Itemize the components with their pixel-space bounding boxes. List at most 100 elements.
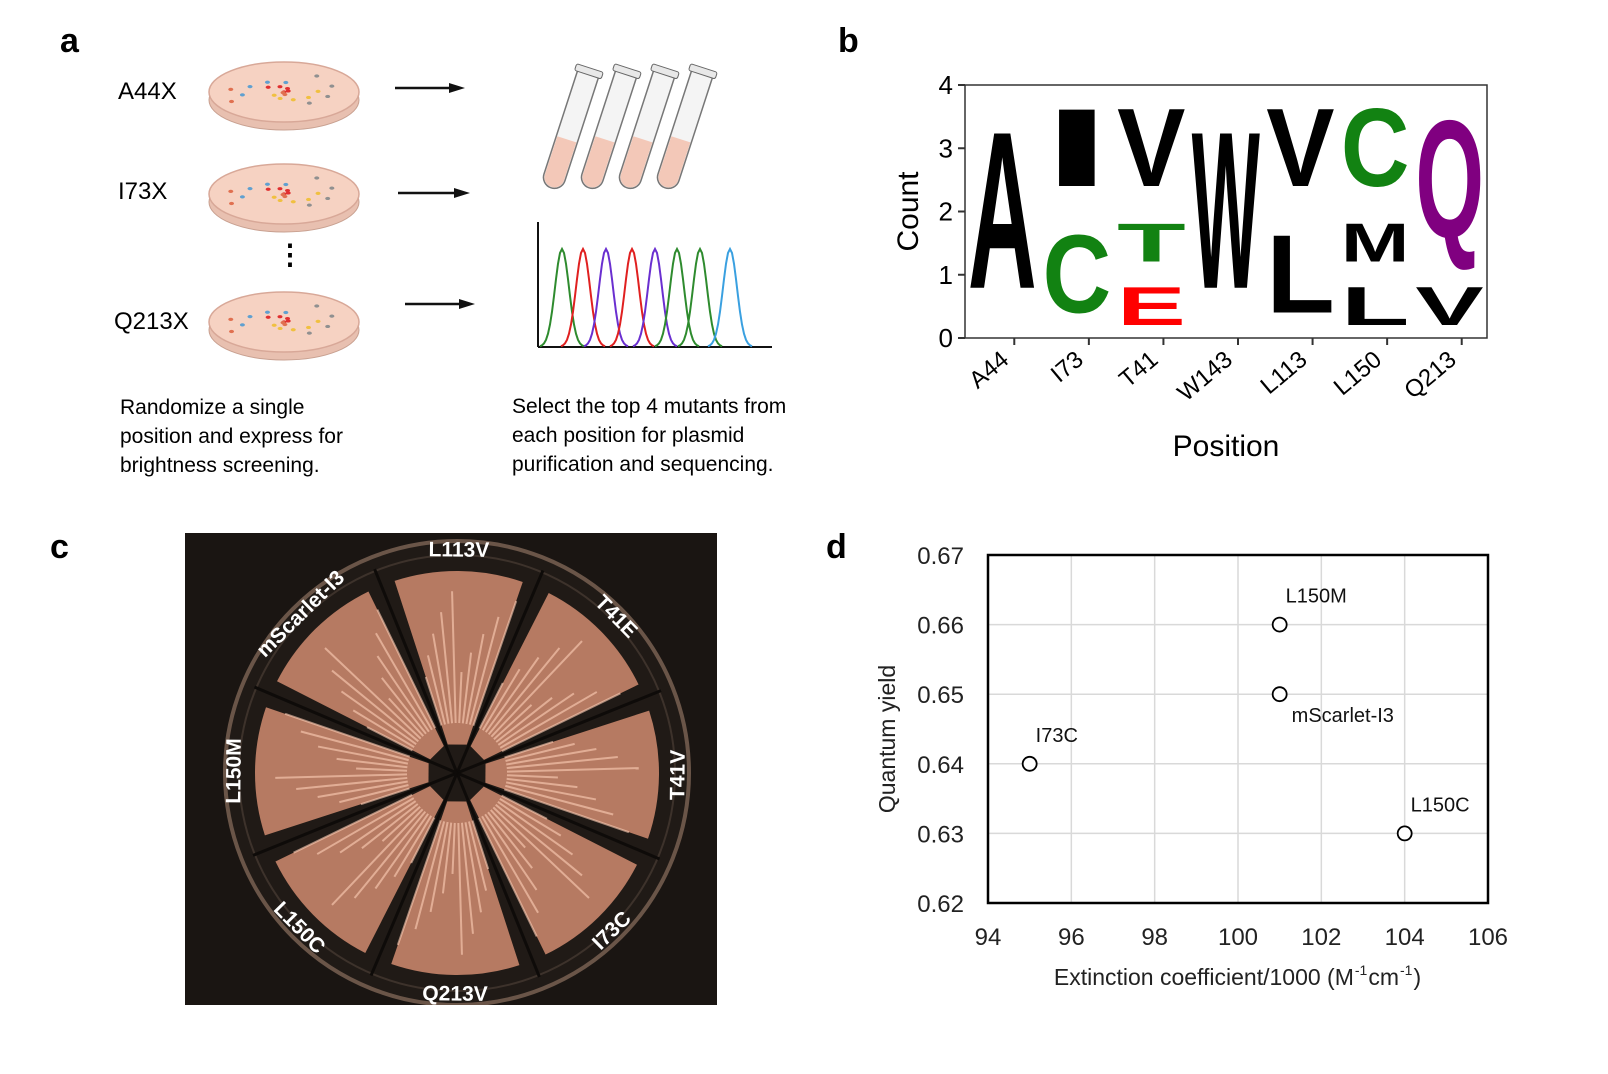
x-axis-title-superscript: -1 (1355, 962, 1368, 978)
colony (239, 93, 245, 97)
panel-label-d: d (826, 528, 847, 566)
colony (290, 328, 296, 332)
x-tick-label: Q213 (1399, 346, 1461, 404)
colony (277, 198, 283, 203)
streak-line (317, 745, 409, 765)
streak-line (487, 811, 533, 869)
streak-line (495, 803, 583, 877)
colony-streak (275, 786, 444, 953)
colony (277, 96, 283, 101)
colony (271, 195, 277, 199)
y-tick-label: 0.65 (917, 682, 964, 709)
chromatogram-peak (560, 246, 606, 348)
streak-line (492, 806, 590, 899)
streak-line (331, 669, 419, 743)
colony (283, 182, 289, 187)
streak-line (506, 777, 578, 789)
colony (264, 182, 270, 186)
streak-line (353, 811, 427, 899)
sector-divider (252, 771, 458, 857)
colony (285, 316, 291, 321)
x-tick-label: 98 (1141, 924, 1168, 951)
streak-line (361, 803, 419, 849)
caption-left-line: position and express for (120, 425, 343, 448)
logo-letter-Q: Q (1415, 87, 1484, 274)
arrow-head-icon (454, 188, 470, 198)
streak-line (374, 813, 429, 890)
caption-right-line: Select the top 4 mutants from (512, 395, 787, 418)
x-tick-label: I73 (1046, 346, 1089, 388)
colony (329, 84, 335, 88)
data-label: I73C (1036, 725, 1078, 747)
data-label: L150C (1411, 794, 1470, 816)
data-label: L150M (1286, 586, 1347, 608)
plate-rim (238, 554, 676, 992)
chromatogram-peak (654, 246, 700, 348)
streak-line (478, 817, 538, 937)
streak-line (317, 780, 408, 798)
streak-line (468, 616, 500, 725)
data-point (1271, 686, 1288, 703)
colony (325, 94, 331, 99)
streak-line (501, 692, 621, 752)
logo-letter-M: M (1341, 212, 1410, 273)
y-axis-title: Quantum yield (874, 665, 900, 813)
streak-line (505, 784, 614, 816)
streak-line (451, 591, 457, 724)
y-tick-label: 2 (939, 197, 953, 227)
colony (285, 188, 291, 193)
colony (290, 200, 296, 204)
streak-line (424, 676, 443, 726)
streak-line (505, 781, 597, 801)
logo-letter-E: E (1117, 276, 1186, 337)
colony (265, 187, 271, 191)
colony (265, 315, 271, 319)
streak-line (440, 612, 454, 724)
streak-line (340, 690, 417, 745)
colony (283, 310, 289, 315)
colony (306, 325, 312, 330)
streak-line (461, 652, 473, 724)
streak-line (441, 822, 453, 894)
streak-line (426, 655, 446, 725)
streak-line (414, 821, 446, 930)
logo-letter-A: A (968, 86, 1037, 336)
sector-divider (455, 569, 545, 774)
streak-line (429, 821, 449, 913)
x-tick-label: 104 (1385, 924, 1425, 951)
streak-line (478, 682, 504, 729)
x-tick-label: L113 (1256, 346, 1313, 400)
colony-streak (277, 591, 444, 760)
streak-line (300, 730, 409, 762)
y-tick-label: 4 (939, 70, 953, 100)
streak-line (481, 815, 539, 914)
streak-line (376, 609, 436, 729)
x-axis-title-superscript: -1 (1400, 962, 1413, 978)
tube-liquid (620, 136, 653, 188)
streak-line (501, 794, 548, 820)
x-axis-title-part: ) (1413, 964, 1421, 990)
colony (277, 326, 283, 331)
caption-right: Select the top 4 mutants from each posit… (512, 392, 786, 479)
row-label-i73x: I73X (118, 178, 168, 205)
streak-line (316, 797, 415, 855)
colony (247, 85, 253, 89)
colony-streak (470, 593, 639, 760)
colony (315, 319, 321, 323)
sector-divider (373, 568, 459, 774)
streak-line (490, 809, 526, 849)
logo-letter-W: W (1192, 86, 1260, 336)
streak-line (465, 633, 485, 725)
logo-letter-C: C (1043, 211, 1112, 336)
sector-divider (369, 772, 459, 977)
x-tick-label: A44 (964, 346, 1014, 394)
y-tick-label: 3 (939, 133, 953, 163)
tube-cap (612, 63, 642, 79)
chromatogram-peak (707, 246, 753, 348)
streak-line (293, 794, 413, 854)
panel-label-a: a (60, 22, 79, 60)
streak-line (472, 600, 518, 727)
x-axis-title-part: cm (1368, 964, 1399, 990)
streak-line (457, 822, 463, 955)
